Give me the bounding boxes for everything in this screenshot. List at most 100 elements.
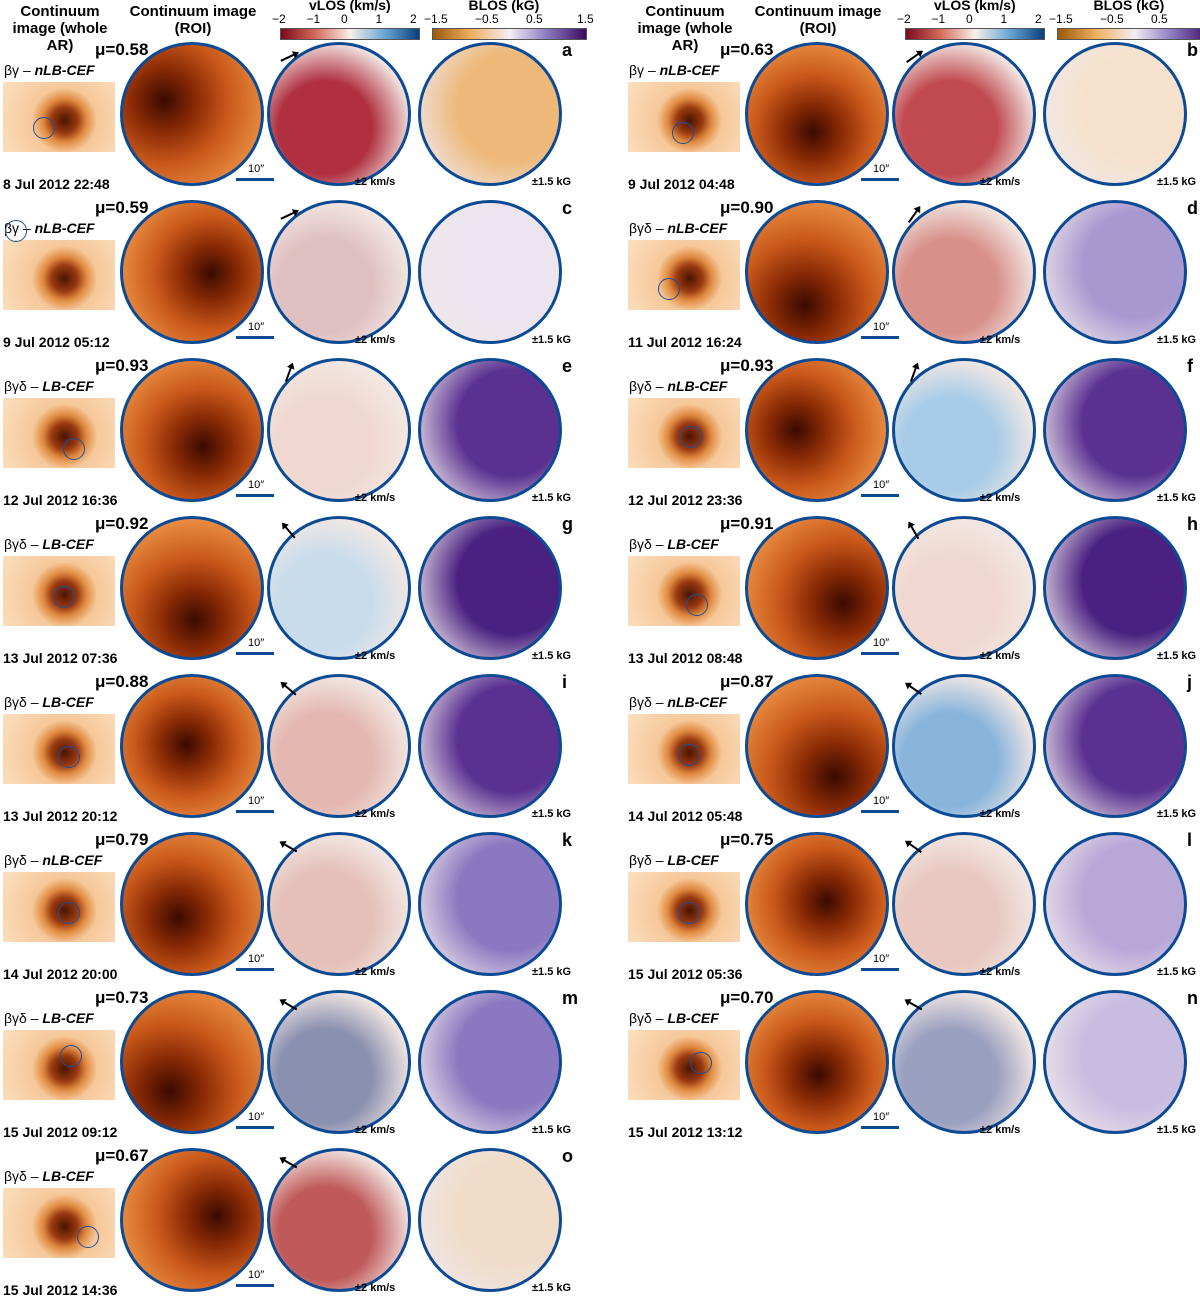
date-label: 15 Jul 2012 09:12 — [3, 1124, 118, 1140]
whole-ar-image — [3, 220, 115, 310]
vlos-image — [892, 990, 1036, 1134]
mu-label: μ=0.79 — [95, 830, 148, 850]
roi-marker — [5, 220, 27, 242]
vlos-tick: 0 — [966, 12, 973, 26]
date-label: 11 Jul 2012 16:24 — [628, 334, 742, 350]
scale-bar — [236, 1126, 274, 1129]
scale-bar — [236, 336, 274, 339]
mu-prefix: μ= — [720, 988, 741, 1007]
mu-value: 0.92 — [115, 514, 149, 533]
header-whole-ar: Continuum image (whole AR) — [637, 3, 733, 54]
mu-label: μ=0.93 — [95, 356, 148, 376]
header-roi: Continuum image (ROI) — [129, 3, 257, 37]
blos-colorbar — [432, 28, 587, 40]
roi-marker — [60, 1045, 82, 1067]
scale-bar — [861, 968, 899, 971]
classification: βγ – nLB-CEF — [4, 62, 95, 78]
vlos-colorbar — [280, 28, 420, 40]
roi-marker — [33, 117, 55, 139]
mu-value: 0.67 — [115, 1146, 149, 1165]
roi-marker — [672, 122, 694, 144]
scale-bar — [236, 494, 274, 497]
mu-prefix: μ= — [720, 198, 741, 217]
panel-letter: d — [1187, 198, 1198, 218]
vlos-image — [267, 358, 411, 502]
continuum-roi-image — [745, 42, 889, 186]
blos-image — [418, 990, 562, 1134]
class-type: βγδ – — [629, 694, 668, 710]
blos-image — [418, 674, 562, 818]
scale-bar — [236, 1284, 274, 1287]
vlos-image — [892, 200, 1036, 344]
continuum-roi-image — [120, 200, 264, 344]
blos-colorbar — [1057, 28, 1200, 40]
panel-j: μ=0.87 βγδ – nLB-CEF 14 Jul 2012 05:48 10″ ±… — [625, 672, 1200, 830]
blos-image — [1043, 42, 1187, 186]
mu-label: μ=0.67 — [95, 1146, 148, 1166]
scale-bar-label: 10″ — [873, 163, 890, 175]
classification: βγδ – LB-CEF — [4, 536, 94, 552]
blos-range-label: ±1.5 kG — [532, 650, 572, 662]
vlos-range-label: ±2 km/s — [355, 1282, 396, 1294]
classification: βγδ – nLB-CEF — [629, 220, 727, 236]
vlos-image — [267, 516, 411, 660]
continuum-roi-image — [120, 674, 264, 818]
date-label: 13 Jul 2012 08:48 — [628, 650, 743, 666]
panel-m: μ=0.73 βγδ – LB-CEF 15 Jul 2012 09:12 10″ ±2… — [0, 988, 600, 1146]
date-label: 9 Jul 2012 05:12 — [3, 334, 110, 350]
mu-prefix: μ= — [720, 356, 741, 375]
class-type: βγδ – — [4, 852, 43, 868]
roi-marker — [678, 744, 700, 766]
scale-bar-label: 10″ — [248, 1269, 265, 1281]
panel-letter: l — [1187, 830, 1193, 850]
continuum-roi-image — [120, 42, 264, 186]
scale-bar — [236, 178, 274, 181]
mu-value: 0.90 — [740, 198, 774, 217]
scale-bar-label: 10″ — [873, 953, 890, 965]
mu-label: μ=0.63 — [720, 40, 773, 60]
class-cef: nLB-CEF — [667, 694, 728, 710]
vlos-range-label: ±2 km/s — [355, 1124, 396, 1136]
scale-bar — [236, 652, 274, 655]
class-cef: nLB-CEF — [34, 220, 95, 236]
vlos-tick: 1 — [1000, 12, 1008, 26]
mu-value: 0.91 — [740, 514, 774, 533]
blos-range-label: ±1.5 kG — [532, 1124, 572, 1136]
mu-prefix: μ= — [720, 514, 741, 533]
mu-prefix: μ= — [95, 830, 116, 849]
vlos-tick: −2 — [272, 12, 286, 26]
panel-letter: n — [1187, 988, 1198, 1008]
blos-range-label: ±1.5 kG — [532, 808, 572, 820]
continuum-roi-image — [745, 200, 889, 344]
class-type: βγδ – — [629, 220, 668, 236]
blos-image — [1043, 990, 1187, 1134]
whole-ar-image — [3, 1030, 115, 1100]
scale-bar — [861, 810, 899, 813]
panel-letter: h — [1187, 514, 1198, 534]
classification: βγ – nLB-CEF — [629, 62, 720, 78]
mu-label: μ=0.87 — [720, 672, 773, 692]
whole-ar-image — [628, 398, 740, 468]
scale-bar-label: 10″ — [873, 637, 890, 649]
blos-tick: −1.5 — [424, 12, 448, 26]
mu-prefix: μ= — [95, 988, 116, 1007]
blos-image — [418, 516, 562, 660]
mu-value: 0.93 — [740, 356, 774, 375]
vlos-image — [892, 516, 1036, 660]
mu-value: 0.88 — [115, 672, 149, 691]
class-type: βγδ – — [629, 1010, 668, 1026]
class-cef: LB-CEF — [42, 378, 94, 394]
whole-ar-image — [3, 1188, 115, 1258]
panel-letter: k — [562, 830, 573, 850]
blos-range-label: ±1.5 kG — [532, 1282, 572, 1294]
roi-marker — [686, 594, 708, 616]
mu-value: 0.75 — [740, 830, 774, 849]
panel-letter: j — [1187, 672, 1193, 692]
vlos-image — [267, 200, 411, 344]
panel-b: μ=0.63 βγ – nLB-CEF 9 Jul 2012 04:48 10″ ±2 … — [625, 40, 1200, 198]
class-cef: LB-CEF — [42, 1010, 94, 1026]
mu-prefix: μ= — [95, 672, 116, 691]
roi-marker — [63, 438, 85, 460]
panel-letter: c — [562, 198, 573, 218]
mu-value: 0.59 — [115, 198, 149, 217]
